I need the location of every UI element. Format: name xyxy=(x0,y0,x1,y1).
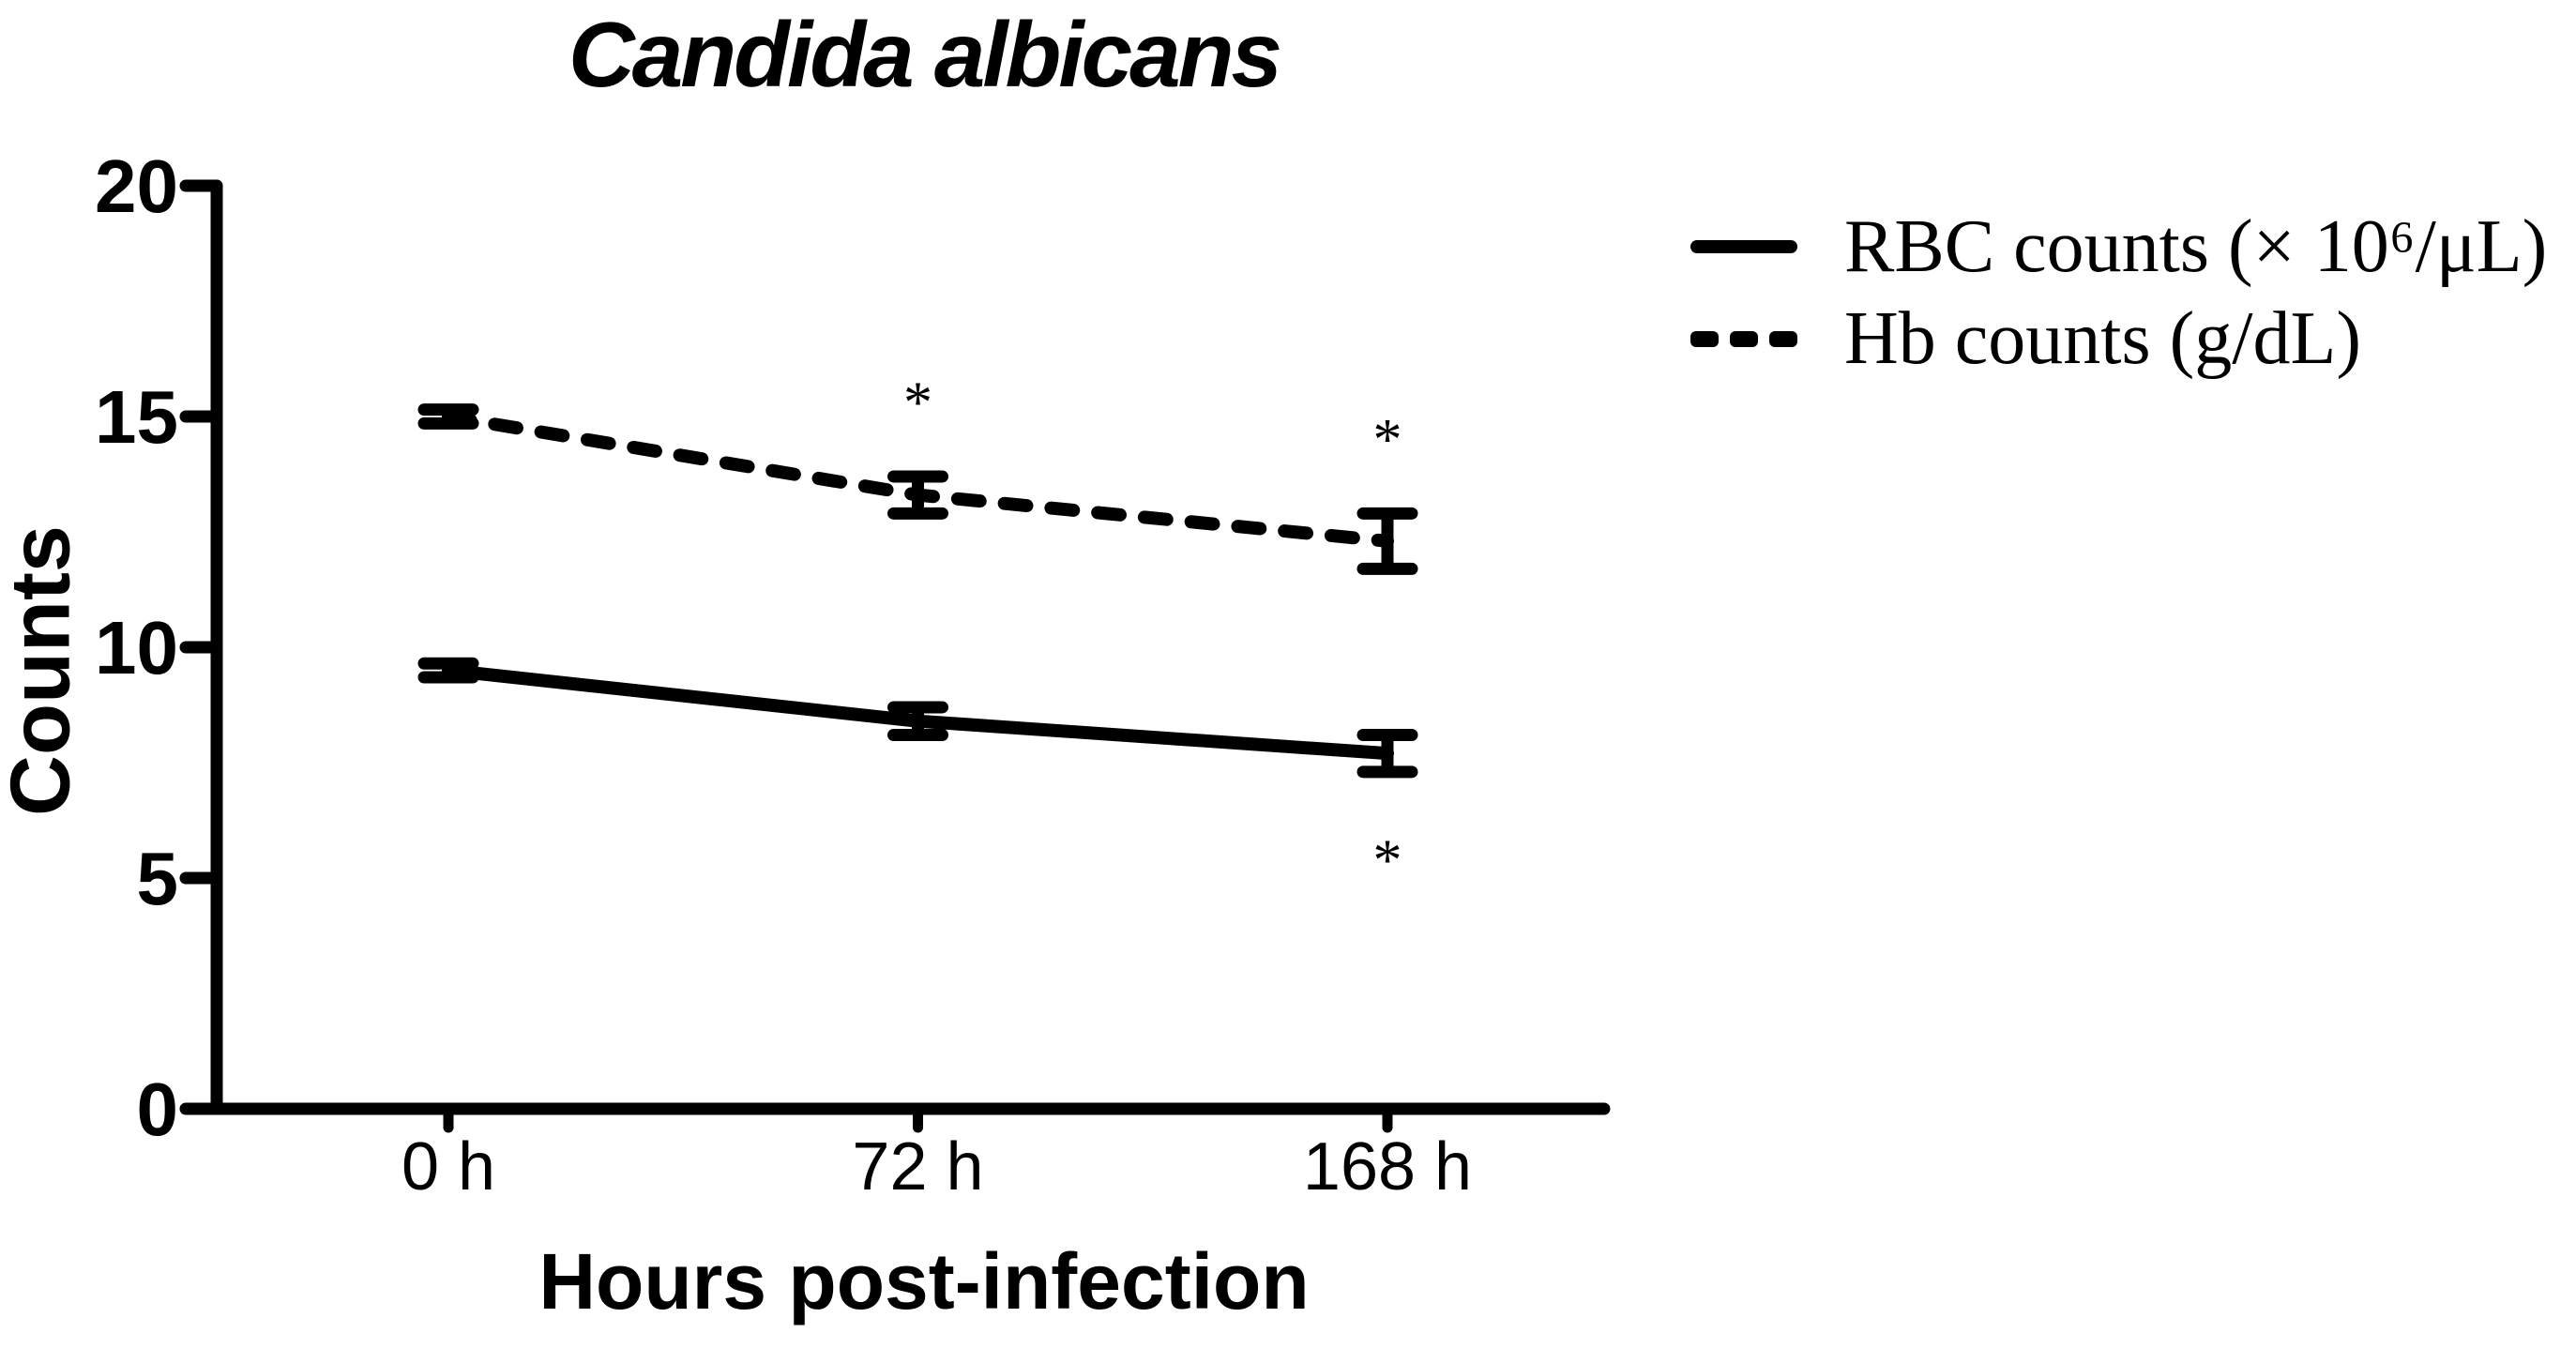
axes xyxy=(179,179,1611,1133)
series-rbc xyxy=(417,657,1418,779)
legend-item-hb: Hb counts (g/dL) xyxy=(1690,293,2547,385)
dashed-line-key-icon xyxy=(1690,330,1797,347)
chart-title: Candida albicans xyxy=(568,3,1282,106)
y-tick-label: 5 xyxy=(137,837,179,920)
legend-label-hb: Hb counts (g/dL) xyxy=(1844,296,2362,380)
x-tick-label: 168 h xyxy=(1303,1129,1472,1204)
series-hb xyxy=(417,403,1418,575)
legend-item-rbc: RBC counts (× 10⁶/μL) xyxy=(1690,201,2547,293)
significance-asterisk: * xyxy=(903,371,932,434)
y-tick-label: 0 xyxy=(137,1068,179,1151)
y-tick-label: 20 xyxy=(95,144,178,228)
legend: RBC counts (× 10⁶/μL) Hb counts (g/dL) xyxy=(1690,201,2547,385)
solid-line-key-icon xyxy=(1690,240,1797,253)
legend-label-rbc: RBC counts (× 10⁶/μL) xyxy=(1844,204,2548,288)
y-tick-label: 15 xyxy=(95,375,178,459)
y-tick-label: 10 xyxy=(95,606,178,689)
x-axis-label: Hours post-infection xyxy=(538,1237,1310,1325)
y-axis-label: Counts xyxy=(0,525,88,816)
significance-asterisk: * xyxy=(1373,408,1402,472)
significance-asterisk: * xyxy=(1373,828,1402,892)
x-tick-label: 72 h xyxy=(852,1129,983,1204)
x-tick-label: 0 h xyxy=(402,1129,495,1204)
